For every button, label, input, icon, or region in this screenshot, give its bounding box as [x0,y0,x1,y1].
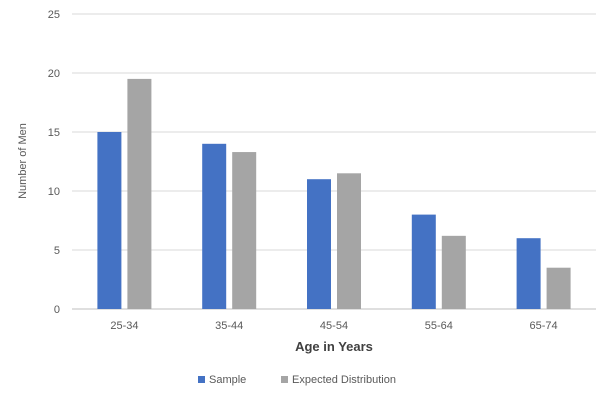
legend-swatch-1 [281,376,288,383]
x-tick-label: 65-74 [530,320,558,332]
gridlines [72,13,596,310]
x-tick-label: 45-54 [320,320,348,332]
y-tick-label: 0 [54,304,60,316]
y-tick-label: 15 [48,127,60,139]
bar-expected-distribution-65-74 [546,267,571,309]
x-tick-label: 35-44 [215,320,243,332]
bar-expected-distribution-25-34 [127,78,152,310]
y-axis-title: Number of Men [17,123,29,199]
bar-sample-25-34 [97,132,122,309]
y-tick-label: 20 [48,68,60,80]
x-tick-labels: 25-34 35-44 45-54 55-64 65-74 [110,320,557,332]
y-tick-label: 25 [48,9,60,21]
bar-sample-45-54 [307,179,331,309]
x-axis-title: Age in Years [295,339,373,354]
legend-swatch-0 [198,376,205,383]
legend: Sample Expected Distribution [198,374,396,386]
x-tick-label: 55-64 [425,320,453,332]
bar-expected-distribution-35-44 [232,152,257,309]
x-tick-label: 25-34 [110,320,138,332]
y-tick-labels: 0 5 10 15 20 25 [48,9,60,316]
bar-sample-35-44 [202,143,227,309]
bar-expected-distribution-55-64 [441,235,466,309]
bar-sample-55-64 [411,214,436,309]
legend-label: Expected Distribution [292,374,396,386]
bars [97,78,571,310]
y-tick-label: 10 [48,186,60,198]
legend-label: Sample [209,374,246,386]
bar-expected-distribution-45-54 [337,173,361,309]
bar-sample-65-74 [516,238,541,309]
y-tick-label: 5 [54,245,60,257]
